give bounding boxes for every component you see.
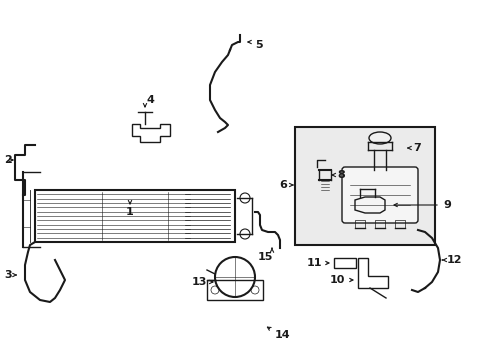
Text: 1: 1 xyxy=(126,207,134,217)
Text: 15: 15 xyxy=(257,252,272,262)
FancyBboxPatch shape xyxy=(341,167,417,223)
Text: 11: 11 xyxy=(306,258,321,268)
Text: 6: 6 xyxy=(279,180,286,190)
Bar xyxy=(333,258,355,268)
Text: 2: 2 xyxy=(4,155,12,165)
Text: 4: 4 xyxy=(146,95,154,105)
Text: 10: 10 xyxy=(329,275,345,285)
Text: 12: 12 xyxy=(446,255,462,265)
Bar xyxy=(35,190,235,242)
Ellipse shape xyxy=(368,132,390,144)
Bar xyxy=(206,280,263,300)
Text: 5: 5 xyxy=(254,40,262,50)
Bar xyxy=(294,127,434,245)
Text: 9: 9 xyxy=(442,200,450,210)
Text: 8: 8 xyxy=(336,170,344,180)
Text: 13: 13 xyxy=(191,277,206,287)
Text: 7: 7 xyxy=(412,143,420,153)
Text: 14: 14 xyxy=(274,330,290,340)
Text: 3: 3 xyxy=(4,270,12,280)
